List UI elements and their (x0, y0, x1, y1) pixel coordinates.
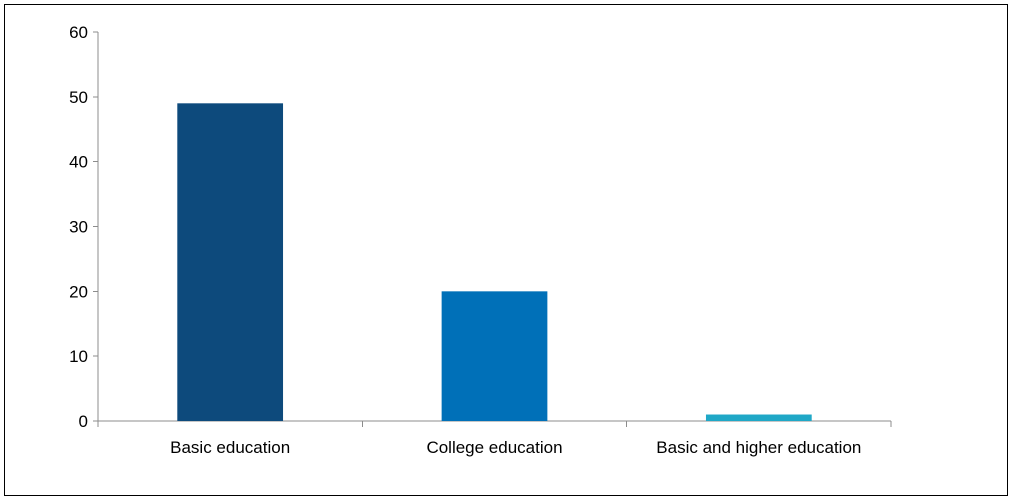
x-tick-label: Basic and higher education (656, 438, 861, 457)
bar-3 (705, 414, 812, 421)
y-tick-label: 0 (79, 412, 88, 431)
y-tick-label: 60 (69, 23, 88, 42)
y-tick-label: 50 (69, 88, 88, 107)
y-tick-label: 10 (69, 347, 88, 366)
y-tick-label: 40 (69, 153, 88, 172)
y-axis: 0 10 20 30 40 50 60 (69, 23, 99, 431)
y-tick-label: 20 (69, 282, 88, 301)
x-axis: Basic education College education Basic an… (97, 420, 892, 457)
bar-2 (441, 291, 548, 421)
x-tick-label: College education (426, 438, 562, 457)
bar-1 (177, 103, 284, 422)
x-tick-label: Basic education (170, 438, 290, 457)
bar-chart: 0 10 20 30 40 50 60 Basic education College edu… (69, 23, 892, 457)
chart-frame: 0 10 20 30 40 50 60 Basic education College edu… (4, 4, 1008, 496)
y-tick-label: 30 (69, 218, 88, 237)
bars (177, 103, 812, 422)
